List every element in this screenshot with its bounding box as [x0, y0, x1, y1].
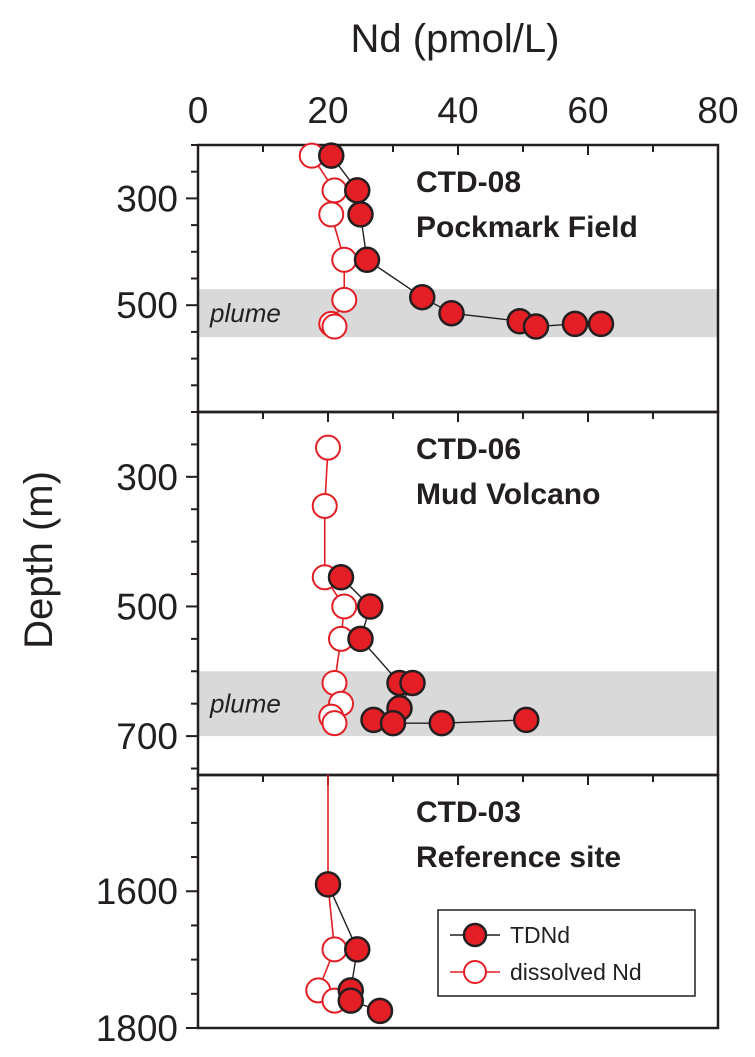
- plume-label: plume: [209, 689, 281, 719]
- dissolved-nd-point: [331, 286, 358, 313]
- y-axis-title: Depth (m): [17, 471, 61, 649]
- panel-2: plume 300 500 700 CTD-06 Mud Volcano: [116, 410, 720, 777]
- tdnd-point: [561, 310, 589, 338]
- panel-title-line1: CTD-03: [416, 796, 521, 829]
- panel-title-line2: Pockmark Field: [416, 211, 638, 244]
- dissolved-nd-point: [321, 313, 348, 340]
- tdnd-point: [399, 669, 426, 697]
- panels: plume 300 500 CTD-08 Pockmark Field plume 300 5…: [96, 142, 720, 1049]
- y-tick-label: 500: [116, 285, 178, 326]
- tdnd-point: [337, 987, 364, 1014]
- panel-title-line1: CTD-06: [416, 433, 521, 466]
- legend-tdnd-marker: [462, 922, 488, 948]
- dissolved-nd-point: [321, 936, 348, 963]
- tdnd-point: [314, 871, 342, 898]
- tdnd-point: [428, 709, 455, 737]
- panel-title-line2: Mud Volcano: [416, 478, 600, 511]
- tdnd-point: [347, 625, 374, 653]
- tdnd-point: [318, 142, 345, 169]
- y-tick-label: 1800: [96, 1008, 178, 1049]
- dissolved-nd-point: [318, 201, 345, 228]
- dissolved-nd-point: [321, 177, 348, 204]
- x-tick-label: 20: [307, 90, 348, 131]
- panel-3: 1600 1800 CTD-03 Reference site: [96, 773, 720, 1049]
- plume-label: plume: [209, 298, 281, 328]
- panel-title-line1: CTD-08: [416, 166, 521, 199]
- panel-title-line2: Reference site: [416, 841, 621, 874]
- y-tick-label: 500: [116, 586, 178, 627]
- tdnd-point: [344, 177, 371, 204]
- tdnd-point: [344, 936, 371, 963]
- x-tick-label: 40: [437, 90, 478, 131]
- dissolved-nd-point: [331, 593, 358, 620]
- dissolved-nd-point: [321, 710, 348, 737]
- tdnd-line: [340, 576, 527, 724]
- legend-tdnd-label: TDNd: [510, 922, 570, 948]
- dissolved-nd-point: [331, 246, 358, 273]
- legend-dissolved-label: dissolved Nd: [510, 959, 642, 985]
- tdnd-point: [513, 706, 540, 734]
- tdnd-point: [353, 246, 381, 274]
- y-tick-label: 300: [116, 178, 178, 219]
- y-tick-label: 700: [116, 716, 178, 757]
- tdnd-point: [438, 299, 465, 327]
- tdnd-point: [366, 997, 394, 1025]
- x-axis: 0 20 40 60 80: [188, 90, 739, 131]
- panel-1: plume 300 500 CTD-08 Pockmark Field: [116, 142, 720, 414]
- tdnd-point: [379, 709, 407, 737]
- tdnd-point: [587, 310, 615, 338]
- x-tick-label: 0: [188, 90, 209, 131]
- y-tick-label: 300: [116, 457, 178, 498]
- x-axis-title: Nd (pmol/L): [351, 17, 560, 61]
- tdnd-point: [347, 201, 374, 228]
- tdnd-point: [522, 313, 550, 340]
- legend: TDNd dissolved Nd: [437, 909, 696, 997]
- tdnd-point: [409, 283, 436, 311]
- plume-band: [198, 671, 718, 737]
- dissolved-nd-point: [311, 492, 338, 519]
- x-tick-label: 80: [697, 90, 738, 131]
- tdnd-point: [327, 564, 355, 591]
- tdnd-point: [357, 593, 384, 620]
- legend-dissolved-marker: [463, 960, 487, 984]
- y-tick-label: 1600: [96, 871, 178, 912]
- x-tick-label: 60: [567, 90, 608, 131]
- dissolved-nd-point: [315, 434, 341, 461]
